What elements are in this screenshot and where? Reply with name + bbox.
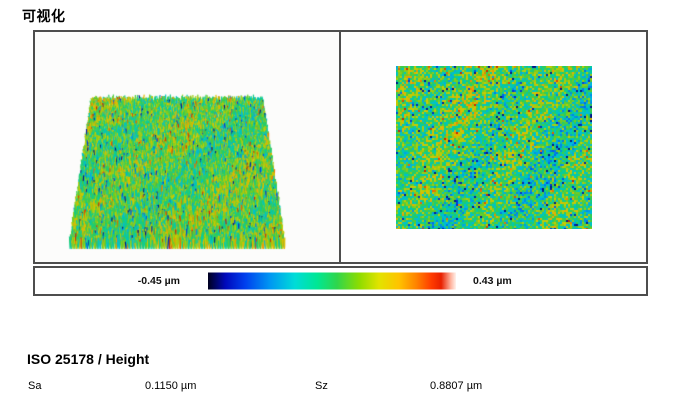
- parameters-heading: ISO 25178 / Height: [27, 351, 150, 367]
- visualization-panels: [33, 30, 648, 264]
- param-name-sa: Sa: [28, 380, 42, 392]
- param-value-sz: 0.8807 µm: [430, 380, 483, 392]
- color-scale-gradient: [208, 272, 456, 290]
- surface-2d-panel: [340, 32, 646, 262]
- param-name-sz: Sz: [315, 380, 328, 392]
- surface-3d-view: [35, 32, 339, 261]
- param-value-sa: 0.1150 µm: [145, 380, 197, 392]
- surface-2d-view: [395, 66, 592, 229]
- color-scale-legend: -0.45 µm 0.43 µm: [33, 266, 648, 296]
- page-title: 可视化: [22, 8, 66, 24]
- parameters-row: Sa 0.1150 µm Sz 0.8807 µm: [0, 380, 680, 394]
- scale-max-label: 0.43 µm: [473, 275, 512, 287]
- surface-3d-panel: [35, 32, 341, 262]
- scale-min-label: -0.45 µm: [137, 275, 180, 287]
